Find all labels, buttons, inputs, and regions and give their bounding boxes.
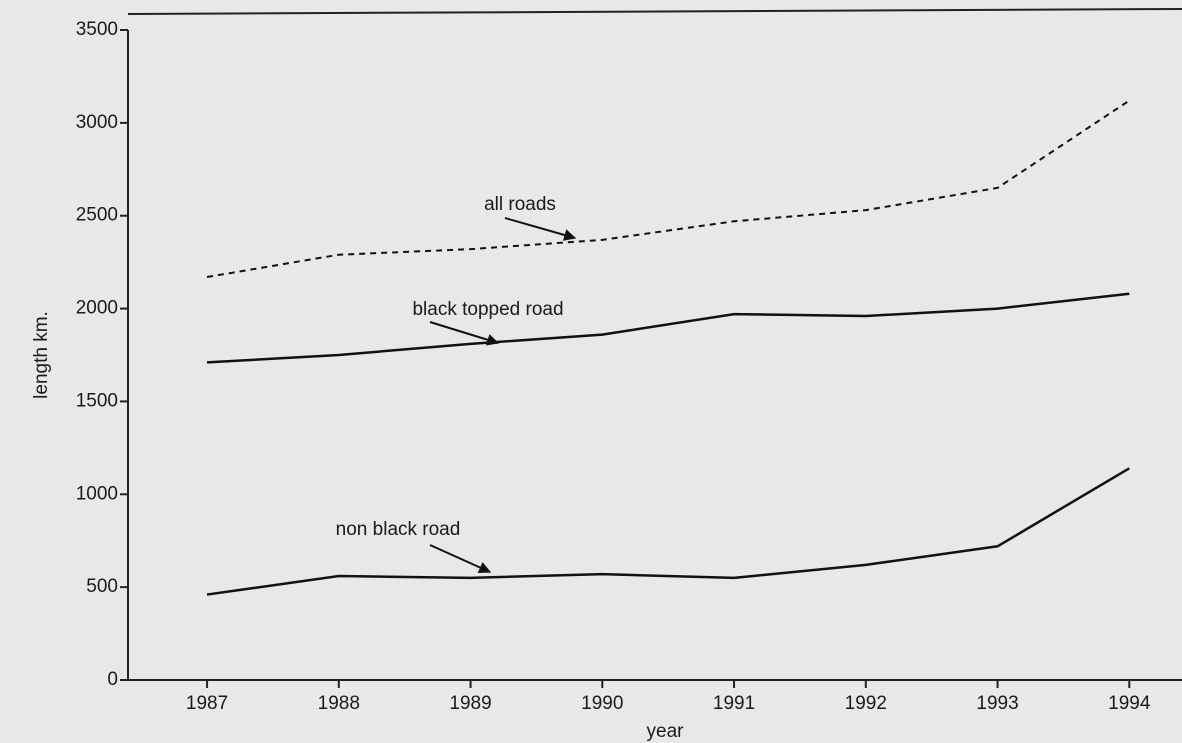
x-axis-label: year (647, 721, 685, 742)
series-label: all roads (484, 194, 556, 215)
top-frame (127, 8, 1182, 15)
series-label: non black road (336, 519, 461, 540)
x-tick-label: 1990 (581, 693, 623, 714)
series-line (206, 467, 1130, 596)
series-line (206, 292, 1130, 364)
x-tick-label: 1994 (1108, 693, 1151, 714)
x-tick-label: 1989 (449, 693, 491, 714)
y-tick-label: 1000 (76, 483, 118, 504)
y-tick-label: 3000 (76, 112, 118, 133)
x-tick-label: 1992 (845, 693, 887, 714)
x-tick-label: 1988 (318, 693, 360, 714)
y-tick-label: 500 (86, 576, 118, 597)
annotation-arrow (429, 321, 500, 346)
x-tick-label: 1991 (713, 693, 755, 714)
y-tick-label: 1500 (76, 390, 118, 411)
y-axis-label: length km. (31, 311, 52, 399)
x-tick-label: 1987 (186, 693, 228, 714)
y-tick-label: 0 (107, 669, 118, 690)
annotation-arrow (504, 217, 577, 241)
y-tick-label: 2000 (76, 298, 118, 319)
series-label: black topped road (412, 299, 563, 320)
y-tick-label: 2500 (76, 205, 118, 226)
annotation-arrow (429, 544, 492, 574)
x-tick-label: 1993 (976, 693, 1018, 714)
series-line (206, 99, 1130, 278)
y-tick-label: 3500 (76, 19, 118, 40)
